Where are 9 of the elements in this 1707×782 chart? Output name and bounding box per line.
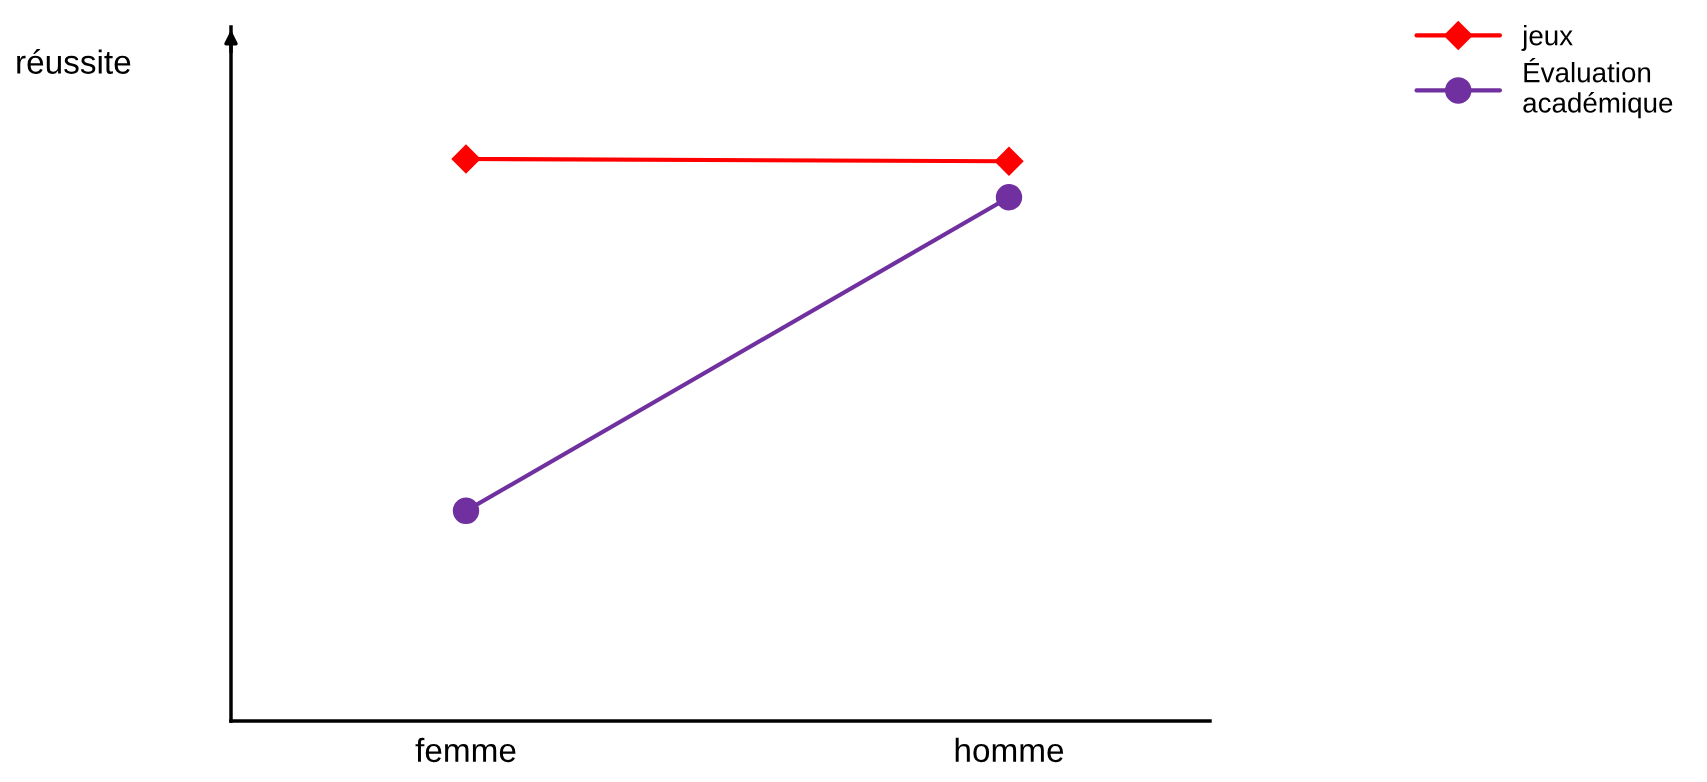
point bbox=[451, 144, 481, 174]
legend-label: jeux bbox=[1521, 25, 1573, 51]
point bbox=[995, 184, 1023, 211]
point bbox=[452, 497, 480, 525]
y-axis-title: réussite bbox=[17, 49, 131, 74]
legend-label: Évaluation académique bbox=[1523, 58, 1673, 119]
point bbox=[994, 146, 1024, 176]
x-tick-label: homme bbox=[955, 737, 1064, 763]
x-tick-label: femme bbox=[415, 737, 516, 763]
